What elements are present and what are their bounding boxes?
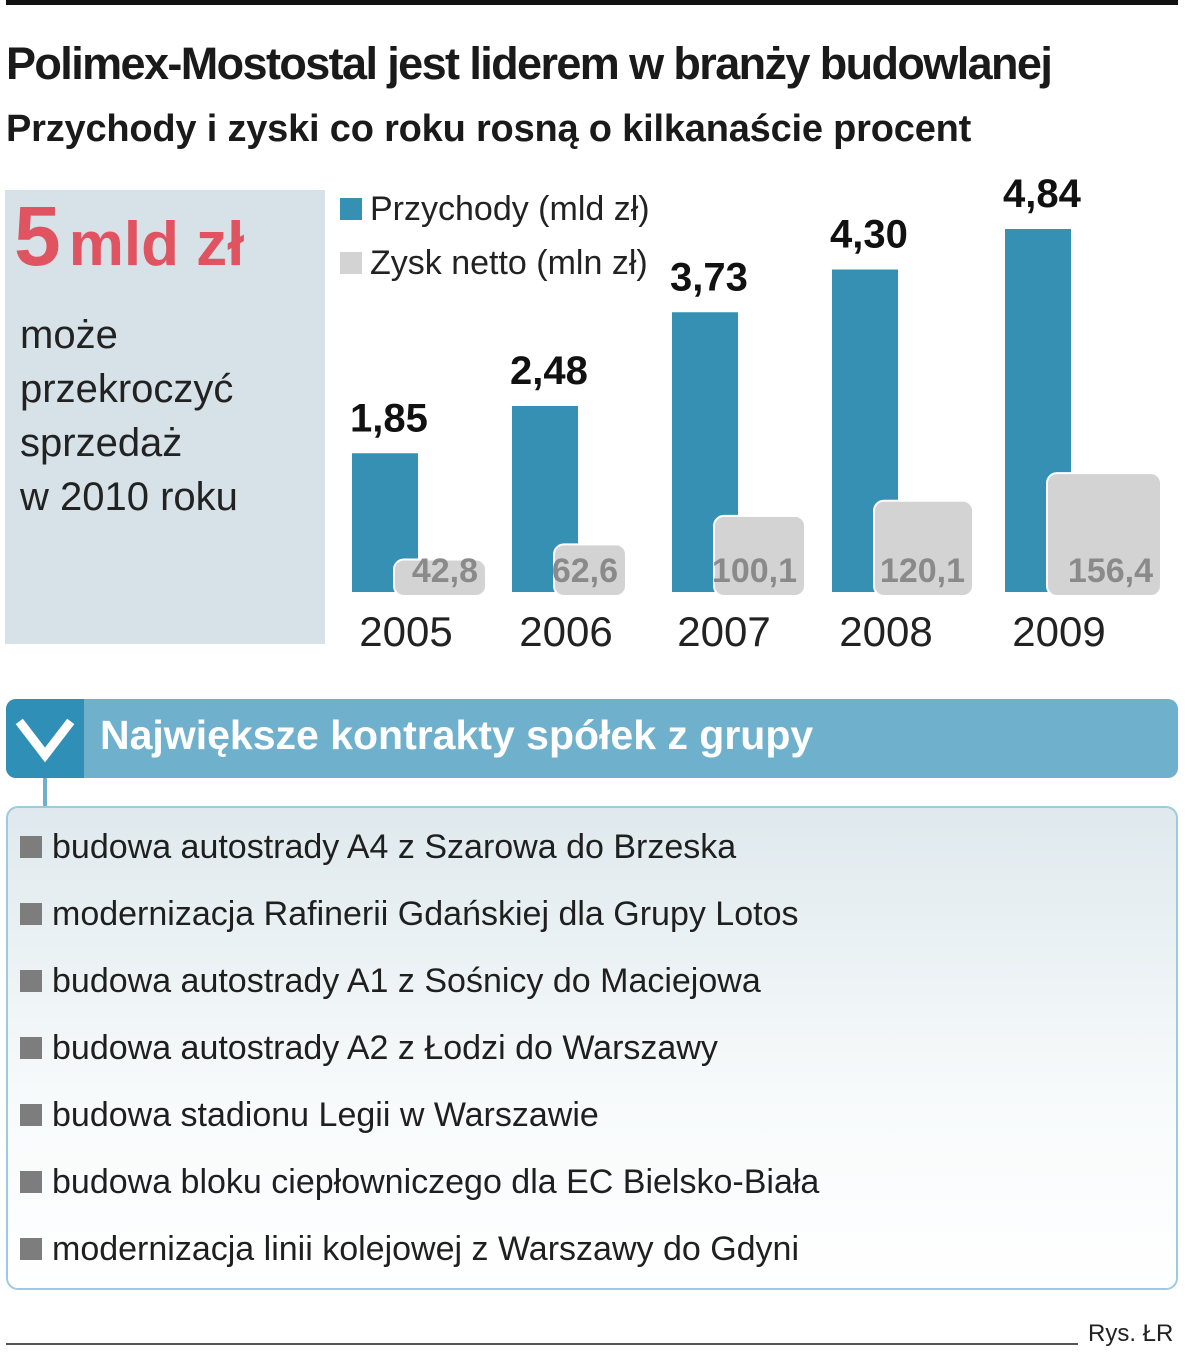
top-rule <box>6 0 1178 5</box>
revenue-label-2008: 4,30 <box>830 213 908 257</box>
legend-swatch-profit <box>340 252 362 274</box>
revenue-label-2006: 2,48 <box>510 349 588 393</box>
list-item: budowa bloku ciepłowniczego dla EC Biels… <box>20 1152 819 1212</box>
chevron-down-icon <box>6 699 84 778</box>
revenue-label-2009: 4,84 <box>1003 172 1082 216</box>
legend-item-revenue: Przychody (mld zł) <box>340 182 650 236</box>
bar-profit-2006 <box>553 543 627 598</box>
list-item: modernizacja linii kolejowej z Warszawy … <box>20 1219 799 1279</box>
list-item: budowa autostrady A4 z Szarowa do Brzesk… <box>20 817 736 877</box>
list-item: modernizacja Rafinerii Gdańskiej dla Gru… <box>20 884 798 944</box>
square-bullet-icon <box>20 970 42 992</box>
callout-panel <box>5 190 325 644</box>
profit-label-2009: 156,4 <box>1068 552 1153 590</box>
list-item-text: budowa bloku ciepłowniczego dla EC Biels… <box>52 1162 820 1201</box>
square-bullet-icon <box>20 1104 42 1126</box>
legend-label-profit: Zysk netto (mln zł) <box>370 243 648 282</box>
profit-label-2006: 62,6 <box>552 552 618 590</box>
chart-title: Polimex-Mostostal jest liderem w branży … <box>6 38 1053 89</box>
callout-line: przekroczyć <box>20 367 234 411</box>
square-bullet-icon <box>20 903 42 925</box>
legend-swatch-revenue <box>340 198 362 220</box>
callout-line: może <box>20 313 118 357</box>
callout-line: sprzedaż <box>20 421 183 465</box>
callout-unit: mld zł <box>68 210 245 279</box>
list-item-text: budowa stadionu Legii w Warszawie <box>52 1095 599 1134</box>
square-bullet-icon <box>20 1171 42 1193</box>
revenue-label-2007: 3,73 <box>670 255 748 299</box>
header-connector <box>43 778 47 806</box>
square-bullet-icon <box>20 1037 42 1059</box>
contracts-header <box>6 699 1178 778</box>
profit-label-2007: 100,1 <box>712 552 797 590</box>
profit-label-2005: 42,8 <box>412 552 478 590</box>
list-item: budowa autostrady A2 z Łodzi do Warszawy <box>20 1018 718 1078</box>
list-item: budowa stadionu Legii w Warszawie <box>20 1085 599 1145</box>
chart-subtitle: Przychody i zyski co roku rosną o kilkan… <box>6 108 972 150</box>
x-tick-2007: 2007 <box>677 608 770 655</box>
revenue-label-2005: 1,85 <box>350 396 428 440</box>
profit-label-2008: 120,1 <box>880 552 965 590</box>
contracts-list <box>6 806 1178 1290</box>
bar-chart: 1,85 42,8 2005 2,48 62,6 2006 3,73 100,1 2007 4,3… <box>350 172 1162 655</box>
list-item-text: budowa autostrady A2 z Łodzi do Warszawy <box>52 1028 718 1067</box>
list-item: budowa autostrady A1 z Sośnicy do Maciej… <box>20 951 761 1011</box>
chart-legend: Przychody (mld zł) Zysk netto (mln zł) <box>340 182 650 290</box>
bar-profit-2005 <box>393 558 487 597</box>
legend-label-revenue: Przychody (mld zł) <box>370 189 650 228</box>
callout-big-value: 5 mld zł <box>14 188 244 285</box>
x-tick-2005: 2005 <box>359 608 452 655</box>
x-tick-2009: 2009 <box>1012 608 1105 655</box>
list-item-text: modernizacja Rafinerii Gdańskiej dla Gru… <box>52 894 799 933</box>
credit: Rys. ŁR <box>1088 1320 1174 1347</box>
x-tick-2006: 2006 <box>519 608 612 655</box>
callout-line: w 2010 roku <box>20 475 238 519</box>
square-bullet-icon <box>20 836 42 858</box>
list-item-text: budowa autostrady A1 z Sośnicy do Maciej… <box>52 961 761 1000</box>
legend-item-profit: Zysk netto (mln zł) <box>340 236 650 290</box>
square-bullet-icon <box>20 1238 42 1260</box>
callout-number: 5 <box>14 189 61 283</box>
bar-profit-2007 <box>713 514 806 598</box>
bar-profit-2008 <box>873 499 974 597</box>
list-item-text: modernizacja linii kolejowej z Warszawy … <box>52 1229 800 1268</box>
x-tick-2008: 2008 <box>839 608 932 655</box>
bottom-rule <box>6 1343 1078 1345</box>
bar-profit-2009 <box>1046 472 1162 597</box>
callout-text: może przekroczyć sprzedaż w 2010 roku <box>20 308 320 524</box>
list-item-text: budowa autostrady A4 z Szarowa do Brzesk… <box>52 827 737 866</box>
contracts-title: Największe kontrakty spółek z grupy <box>100 712 814 758</box>
